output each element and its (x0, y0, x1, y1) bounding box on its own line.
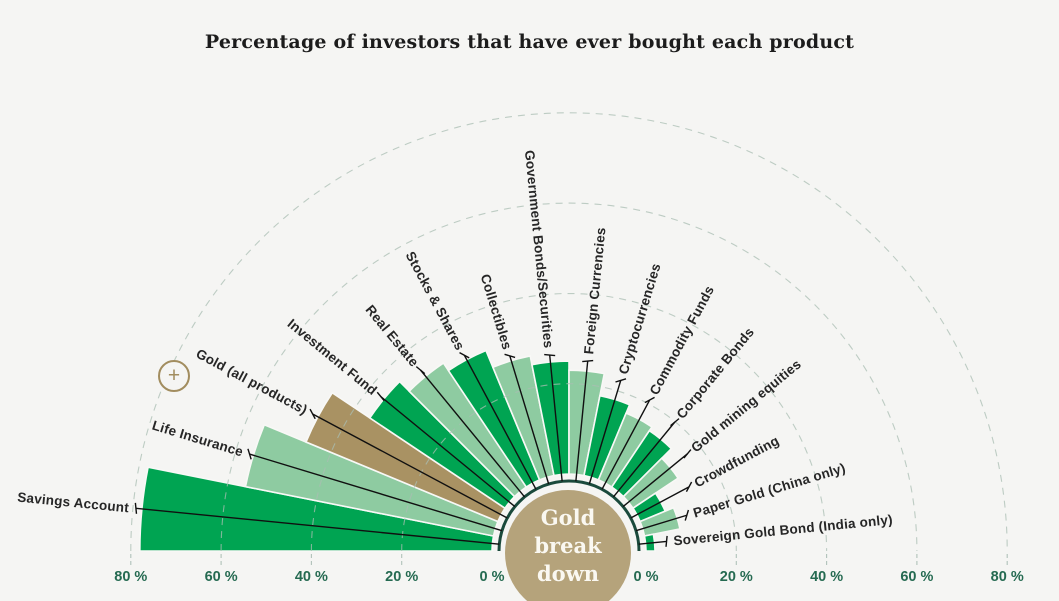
center-label-line-2: break (534, 533, 602, 558)
leader-tick-gold-all-products (309, 408, 316, 420)
axis-label-right-40: 40 % (810, 569, 843, 585)
leader-line-gold-all-products (312, 413, 508, 519)
axis-label-right-80: 80 % (991, 569, 1024, 585)
leader-line-sovereign-gold-bond-india-only (638, 540, 667, 545)
bar-label-gold-mining-equities: Gold mining equities (688, 356, 804, 455)
bar-label-government-bonds-securities: Government Bonds/Securities (522, 149, 556, 348)
leader-line-stocks-shares (463, 354, 537, 490)
bar-label-stocks-shares: Stocks & Shares (403, 249, 468, 353)
chart-title: Percentage of investors that have ever b… (204, 31, 855, 53)
gridline-arc-60 (220, 202, 918, 552)
leader-tick-sovereign-gold-bond-india-only (665, 535, 668, 547)
leader-line-commodity-funds (601, 399, 651, 490)
center-ring (497, 479, 641, 552)
leader-line-savings-account (135, 507, 500, 545)
leader-tick-life-insurance (247, 448, 252, 460)
plus-icon: + (167, 363, 181, 387)
axis-label-right-60: 60 % (900, 569, 933, 585)
leader-line-paper-gold-china-only (635, 514, 688, 532)
leader-line-foreign-currencies (575, 361, 589, 482)
leader-line-collectibles (509, 355, 550, 485)
leader-tick-foreign-currencies (582, 359, 594, 363)
bar-label-cryptocurrencies: Cryptocurrencies (616, 262, 664, 376)
gridline-arc-40 (310, 292, 828, 552)
leader-line-cryptocurrencies (588, 380, 622, 485)
expand-button[interactable]: + (158, 360, 190, 392)
bar-label-real-estate: Real Estate (363, 302, 422, 370)
axis-label-left-40: 40 % (295, 569, 328, 585)
leader-tick-cryptocurrencies (615, 378, 627, 383)
leader-tick-government-bonds-securities (544, 353, 556, 357)
leader-line-real-estate (420, 369, 526, 498)
leader-tick-paper-gold-china-only (684, 509, 690, 521)
bar-label-savings-account: Savings Account (17, 489, 130, 515)
bar-label-gold-all-products: Gold (all products) (194, 346, 310, 418)
leader-tick-real-estate (415, 366, 426, 375)
bar-label-investment-fund: Investment Fund (285, 316, 380, 398)
center-label-line-1: Gold (541, 505, 596, 530)
bar-label-life-insurance: Life Insurance (150, 418, 245, 460)
leader-tick-crowdfunding (685, 481, 693, 493)
leader-line-government-bonds-securities (549, 355, 563, 482)
axis-label-left-80: 80 % (114, 569, 147, 585)
leader-tick-corporate-bonds (670, 418, 680, 427)
leader-tick-collectibles (504, 353, 516, 359)
leader-tick-savings-account (134, 502, 138, 514)
center-label-line-3: down (537, 561, 599, 586)
axis-label-left-0: 0 % (480, 569, 505, 585)
leader-tick-investment-fund (376, 391, 385, 402)
axis-label-right-20: 20 % (720, 569, 753, 585)
bar-label-foreign-currencies: Foreign Currencies (581, 227, 608, 355)
leader-line-gold-mining-equities (622, 453, 688, 508)
axis-label-left-60: 60 % (205, 569, 238, 585)
leader-line-life-insurance (249, 453, 503, 532)
leader-line-crowdfunding (630, 486, 690, 519)
axis-label-right-0: 0 % (634, 569, 659, 585)
leader-line-corporate-bonds (612, 421, 676, 498)
leader-tick-stocks-shares (459, 352, 470, 359)
axis-label-left-20: 20 % (385, 569, 418, 585)
leader-tick-gold-mining-equities (683, 449, 692, 459)
gridline-arc-80 (130, 112, 1008, 552)
gold-breakdown-center[interactable] (505, 490, 631, 601)
bar-label-collectibles: Collectibles (478, 272, 515, 351)
leader-tick-commodity-funds (644, 396, 655, 404)
gridline-arc-20 (401, 383, 737, 552)
leader-line-investment-fund (380, 395, 516, 508)
